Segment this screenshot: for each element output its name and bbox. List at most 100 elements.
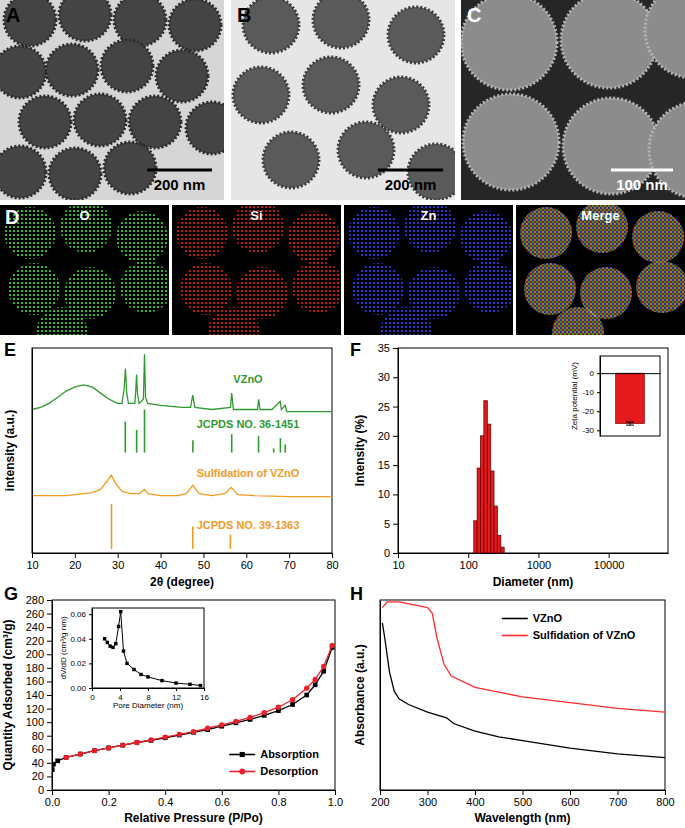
scale-bar-label: 200 nm [385,176,437,193]
y-axis-tick-label: 260 [26,608,44,620]
x-axis-tick: 16 [200,688,209,702]
scale-bar-label: 200 nm [154,176,206,193]
y-axis-tick-label: -10 [582,388,594,397]
inset-chart: 04812160.000.020.040.06Pore Diameter (nm… [59,608,209,710]
series-marker [120,743,125,748]
panel-label: E [4,340,16,360]
y-axis-tick: 0.00 [70,684,92,693]
nanoparticle [0,46,46,98]
x-axis-title: Wavelength (nm) [474,811,570,825]
y-axis-tick: 0.06 [70,610,92,619]
series-marker [330,643,335,648]
nanoparticle [313,0,369,48]
plot-area [103,610,202,687]
y-axis-tick: 5 [384,518,398,530]
chart: 1010010001000005101520253035Diameter (nm… [350,340,669,589]
y-axis-title: Absorbance (a.u.) [353,644,367,745]
legend-entry: Sulfidation of VZnO [502,629,636,641]
y-axis-tick-mark [47,641,52,642]
legend-swatch [502,618,528,620]
x-axis-tick-mark [475,790,476,795]
legend-label: VZnO [533,612,563,624]
y-axis-tick-mark [597,430,600,431]
reference-stick [136,430,138,453]
series-marker [191,729,196,734]
series-marker [188,683,191,686]
chart: 0.00.20.40.60.81.00204060801001201401601… [1,584,343,825]
panel-label: A [6,4,20,26]
x-axis: 10100100010000 [392,553,668,571]
histogram-bar [477,468,480,553]
x-axis-title: Pore Diameter (nm) [113,701,184,710]
y-axis-tick: 240 [26,621,52,633]
legend-marker [240,752,245,757]
x-axis-tick: 800 [656,790,674,808]
x-axis-tick-label: 0 [90,693,95,702]
plot-frame [32,348,332,553]
x-axis-tick-label: 0.8 [271,796,286,808]
histogram-bar [484,401,487,553]
histogram-bar [474,521,477,553]
y-axis-tick-label: -30 [582,426,594,435]
x-axis-tick-label: 10 [392,559,404,571]
scale-bar [378,169,443,172]
y-axis-tick-mark [597,373,600,374]
series-marker [106,745,111,750]
y-axis-tick-mark [47,790,52,791]
series-marker [55,758,60,763]
series-line [32,354,332,411]
y-axis-tick-mark [47,695,52,696]
series-marker [111,646,114,649]
mapped-particle [36,307,88,335]
figure: A200 nmB200 nmC100 nmOSiZnMergeD10203040… [0,0,685,828]
y-axis-tick-mark [47,722,52,723]
y-axis-tick-label: 0.00 [70,684,86,693]
x-axis-tick-label: 20 [69,559,81,571]
y-axis-tick: 180 [26,662,52,674]
series-marker [106,746,111,751]
x-axis-tick-label: 0.6 [215,796,230,808]
x-axis-tick: 100 [460,553,478,571]
series-marker [262,710,267,715]
x-axis-tick-mark [222,790,223,795]
series-marker [219,722,224,727]
series-marker [276,705,281,710]
nanoparticle [0,146,46,198]
y-axis-tick-label: 200 [26,648,44,660]
plot-area [616,373,645,425]
reference-stick [273,448,275,452]
y-axis [380,601,381,791]
inset-chart: -30-20-100Zeta potential (mV) [570,356,661,437]
error-bar [626,422,634,425]
nanoparticle [46,44,98,96]
y-axis-tick-label: 220 [26,635,44,647]
x-axis-tick: 70 [284,553,296,571]
x-axis-tick-mark [278,790,279,795]
legend: VZnO Sulfidation of VZnO [502,612,636,641]
series-label: JCPDS NO. 39-1363 [197,519,300,531]
y-axis: 0.000.020.040.06 [70,609,92,694]
x-axis [601,373,661,375]
series-marker [106,641,109,644]
y-axis-line [52,601,53,791]
series-marker [160,679,163,682]
series-marker [149,738,154,743]
y-axis-tick: 0 [384,547,398,559]
x-axis-tick-mark [203,553,204,558]
legend: AbsorptionDesorption [229,748,319,777]
y-axis-tick: 0.04 [70,635,92,644]
y-axis-tick: 160 [26,675,52,687]
mapping-particles [520,205,685,335]
y-axis-tick-label: 0 [590,369,595,378]
reference-stick [284,444,286,452]
x-axis-tick-label: 700 [609,796,627,808]
y-axis-tick-label: 10 [378,488,390,500]
x-axis-title: 2θ (degree) [150,575,214,589]
y-axis-tick-label: 60 [32,743,44,755]
x-axis-tick: 20 [69,553,81,571]
series-marker [304,686,309,691]
series-line [382,623,665,758]
channel-label: Zn [421,208,437,223]
x-axis-tick-mark [161,553,162,558]
y-axis-tick-label: 25 [378,401,390,413]
